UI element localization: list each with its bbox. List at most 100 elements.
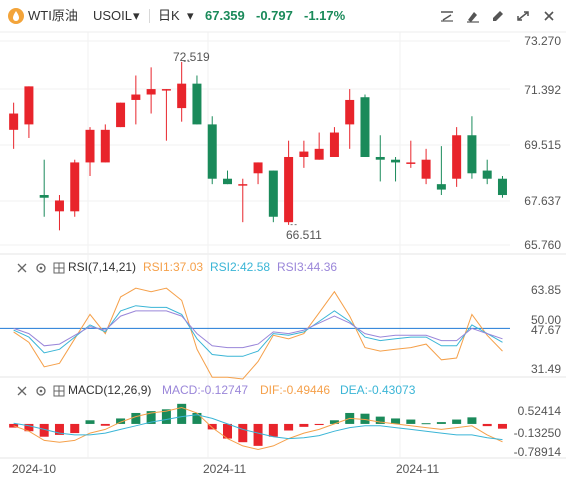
candle-body [24, 86, 34, 125]
candle-body [146, 89, 156, 95]
paint-icon[interactable] [464, 8, 482, 24]
candle-body [192, 83, 202, 125]
macd-histogram-bar [131, 412, 141, 424]
rsi-indicator-name: RSI(7,14,21) [68, 260, 137, 274]
candle-body [223, 178, 233, 185]
macd-histogram-bar [238, 423, 248, 443]
macd-histogram-bar [85, 420, 95, 424]
macd-histogram-bar [192, 412, 202, 424]
rsi-y-tick-label: 63.85 [530, 283, 561, 297]
macd-histogram-bar [329, 420, 339, 424]
chevron-down-icon[interactable]: ▾ [187, 8, 194, 23]
x-tick-label: 2024-10 [12, 462, 57, 476]
candle-body [9, 113, 19, 130]
close-icon[interactable] [540, 8, 558, 24]
draw-line-icon[interactable] [438, 8, 456, 24]
candle-body [391, 159, 401, 163]
candle-body [116, 102, 126, 128]
candle-body [268, 170, 278, 217]
candle-body [452, 135, 462, 179]
macd-histogram-bar [100, 423, 110, 426]
high-price-label: 72.519 [173, 50, 210, 64]
candle-body [177, 83, 187, 109]
macd-histogram-bar [268, 423, 278, 437]
dea-line [13, 414, 503, 441]
candle-body [467, 135, 477, 174]
macd-histogram-bar [482, 423, 492, 427]
candle-body [238, 184, 248, 186]
macd-histogram-bar [54, 423, 64, 435]
macd-histogram-bar [284, 423, 294, 431]
y-tick-label: 73.270 [524, 34, 561, 48]
macd-histogram-bar [223, 423, 233, 439]
rsi3-line [13, 310, 503, 349]
rsi1-value: RSI1:37.03 [143, 260, 204, 274]
macd-value: MACD:-0.12747 [162, 383, 249, 397]
candle-body [284, 156, 294, 223]
candle-body [207, 124, 217, 179]
price-change-pct: -1.17% [304, 8, 346, 23]
candle-body [299, 151, 309, 157]
macd-histogram-bar [161, 409, 171, 424]
candle-body [360, 97, 370, 157]
macd-histogram-bar [497, 423, 507, 429]
macd-histogram-bar [375, 416, 385, 424]
candle-body [345, 99, 355, 125]
rsi3-value: RSI3:44.36 [277, 260, 338, 274]
chart-header: WTI原油 USOIL ▾ 日K ▾ 67.359 -0.797 -1.17% [0, 0, 566, 32]
candle-body [406, 162, 416, 164]
candle-body [253, 162, 263, 174]
grid-icon[interactable] [53, 384, 65, 397]
macd-y-tick-label: 0.52414 [517, 404, 561, 418]
rsi-y-tick-label: 31.49 [530, 362, 561, 376]
pen-icon[interactable] [488, 8, 506, 24]
candle-body [436, 184, 446, 190]
macd-histogram-bar [314, 423, 324, 426]
macd-histogram-bar [146, 411, 156, 424]
fullscreen-icon[interactable] [514, 8, 532, 24]
dif-line [13, 406, 503, 451]
candle-body [421, 159, 431, 179]
macd-histogram-bar [360, 413, 370, 424]
candle-body [161, 89, 171, 91]
rsi2-value: RSI2:42.58 [210, 260, 271, 274]
symbol-name[interactable]: WTI原油 [28, 8, 78, 23]
rsi-y-tick-label: 50.00 [530, 313, 561, 327]
macd-histogram-bar [467, 417, 477, 424]
chevron-down-icon[interactable]: ▾ [133, 8, 140, 23]
macd-histogram-bar [436, 422, 446, 424]
divider [149, 9, 150, 23]
x-tick-label: 2024-11 [203, 462, 247, 476]
settings-icon[interactable] [35, 261, 47, 273]
close-icon[interactable] [16, 384, 28, 396]
macd-histogram-bar [24, 423, 34, 432]
candle-body [39, 195, 49, 198]
grid-icon[interactable] [53, 261, 65, 274]
candle-body [329, 132, 339, 157]
macd-y-tick-label: -0.13250 [513, 426, 561, 440]
symbol-code: USOIL [93, 8, 133, 23]
interval-selector[interactable]: 日K [158, 8, 180, 23]
dea-value: DEA:-0.43073 [340, 383, 416, 397]
y-tick-label: 69.515 [524, 138, 561, 152]
macd-histogram-bar [39, 423, 49, 437]
candle-body [100, 129, 110, 163]
macd-histogram-bar [421, 423, 431, 425]
close-icon[interactable] [16, 261, 28, 273]
oil-drop-icon [8, 8, 24, 24]
candle-body [314, 148, 324, 160]
settings-icon[interactable] [35, 384, 47, 396]
macd-y-tick-label: -0.78914 [513, 445, 561, 459]
candle-body [375, 156, 385, 160]
candle-body [482, 170, 492, 179]
macd-histogram-bar [299, 423, 309, 427]
candle-body [131, 94, 141, 100]
candle-body [497, 178, 507, 196]
macd-histogram-bar [207, 423, 217, 430]
price-change: -0.797 [256, 8, 293, 23]
macd-histogram-bar [406, 419, 416, 424]
candle-body [70, 162, 80, 212]
macd-histogram-bar [452, 419, 462, 424]
macd-histogram-bar [391, 418, 401, 424]
